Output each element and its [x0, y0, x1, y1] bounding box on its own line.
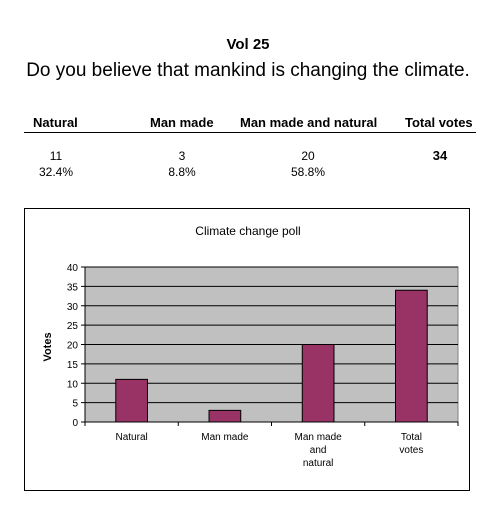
results-count-man-made: 3 [178, 149, 186, 163]
bars [115, 289, 428, 423]
x-tick-label-2-line-1: and [310, 445, 327, 456]
results-count-natural: 11 [49, 149, 63, 163]
climate-poll-chart: Climate change poll 0 5 10 15 20 25 30 35 40 Natu… [42, 224, 459, 469]
chart-title: Climate change poll [195, 224, 300, 238]
results-header-natural: Natural [33, 115, 78, 130]
results-values-row: 11 32.4% 3 8.8% 20 58.8% 34 [24, 148, 476, 184]
y-tick-label-30: 30 [67, 302, 79, 313]
y-tick-label-10: 10 [67, 379, 79, 390]
poll-question: Do you believe that mankind is changing … [26, 60, 470, 81]
y-tick-label-40: 40 [67, 263, 79, 274]
results-cell-natural: 11 32.4% [33, 148, 79, 180]
x-tick-label-0-line-0: Natural [116, 432, 148, 443]
results-count-total-votes: 34 [432, 148, 448, 163]
x-tick-label-3-line-0: Total [401, 432, 422, 443]
y-tick-label-20: 20 [67, 341, 79, 352]
x-tick-label-2-line-2: natural [303, 458, 334, 469]
results-count-man-made-and-natural: 20 [301, 149, 315, 163]
chart-container: Climate change poll 0 5 10 15 20 25 30 35 40 Natu… [24, 208, 470, 491]
y-axis-label: Votes [42, 332, 54, 361]
axis-labels: 0 5 10 15 20 25 30 35 40 Natural Man made Man made a… [67, 263, 423, 469]
y-tick-label-0: 0 [72, 418, 78, 429]
y-tick-label-25: 25 [67, 321, 79, 332]
results-table: Natural Man made Man made and natural To… [24, 114, 476, 184]
x-tick-label-2: Man made and natural [295, 432, 343, 469]
results-cell-man-made-and-natural: 20 58.8% [286, 148, 330, 180]
y-tick-label-15: 15 [67, 360, 79, 371]
bar-3 [395, 289, 428, 423]
x-tick-label-3: Total votes [399, 432, 423, 456]
results-header-total-votes: Total votes [405, 115, 473, 130]
x-tick-label-0: Natural [116, 432, 148, 443]
results-percent-man-made: 8.8% [168, 165, 196, 179]
y-tick-label-5: 5 [72, 399, 78, 410]
results-percent-natural: 32.4% [38, 165, 74, 179]
x-tick-label-1-line-0: Man made [201, 432, 249, 443]
x-tick-label-3-line-1: votes [399, 445, 423, 456]
results-header-man-made: Man made [150, 115, 214, 130]
y-tick-label-35: 35 [67, 282, 79, 293]
results-cell-man-made: 3 8.8% [162, 148, 202, 180]
axes [81, 266, 459, 426]
results-header-row: Natural Man made Man made and natural To… [24, 114, 476, 133]
x-tick-label-2-line-0: Man made [295, 432, 343, 443]
x-tick-label-1: Man made [201, 432, 249, 443]
results-cell-total-votes: 34 [420, 148, 460, 164]
results-header-man-made-and-natural: Man made and natural [240, 115, 378, 130]
bar-0 [115, 378, 148, 423]
results-percent-man-made-and-natural: 58.8% [290, 165, 326, 179]
bar-2 [301, 344, 335, 423]
bar-1 [208, 409, 242, 423]
poll-volume-title: Vol 25 [226, 36, 270, 53]
